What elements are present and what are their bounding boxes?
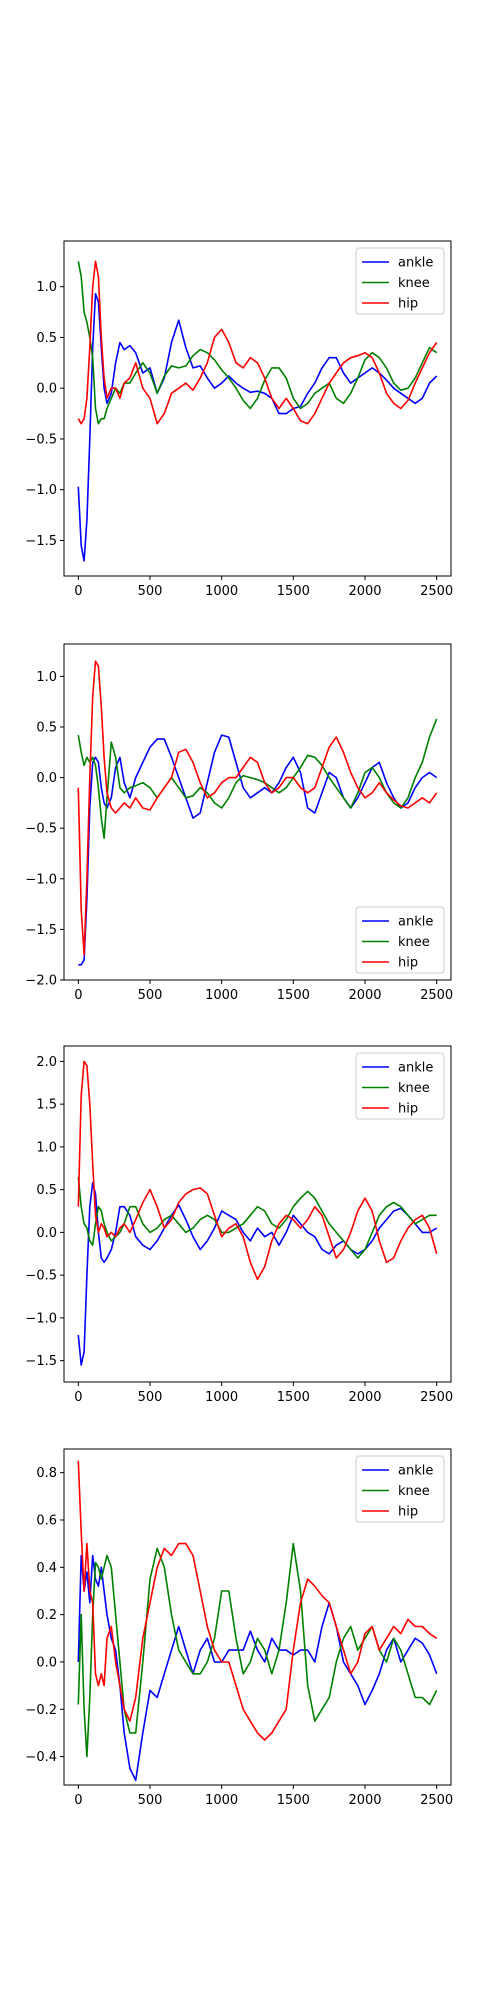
legend: ankle knee hip: [355, 1455, 445, 1523]
series-line-ankle: [77, 1554, 438, 1782]
x-tick-label: 500: [138, 1793, 163, 1808]
legend-box: [355, 906, 445, 974]
y-tick-label: 0.6: [36, 1513, 57, 1528]
y-tick-label: 0.5: [36, 720, 57, 735]
x-tick-label: 0: [74, 988, 82, 1003]
legend-label-knee: knee: [398, 935, 430, 950]
series-line-knee: [77, 261, 438, 425]
legend-label-hip: hip: [398, 1102, 418, 1117]
y-tick-label: 0.8: [36, 1466, 57, 1481]
x-tick-label: 500: [138, 584, 163, 599]
y-tick-label: −0.5: [25, 432, 57, 447]
y-tick-label: 0.4: [36, 1561, 57, 1576]
x-tick-label: 1000: [205, 1390, 238, 1405]
legend-label-ankle: ankle: [398, 1061, 433, 1076]
y-tick-label: 0.0: [36, 382, 57, 397]
chart-panel-1: 0 500 1000 1500 2000 2500 −1.5 −1.0 −0.5 0.0 0.5 1.…: [25, 240, 453, 599]
x-tick-label: 2000: [348, 584, 381, 599]
y-tick-label: 1.0: [36, 670, 57, 685]
series-line-knee: [77, 1542, 438, 1758]
y-tick-label: −1.5: [25, 923, 57, 938]
x-tick-label: 1500: [277, 988, 310, 1003]
chart-panel-4: 0 500 1000 1500 2000 2500 −0.4 −0.2 0.0 0.2 0.4 0.6…: [25, 1448, 453, 1808]
axes-frame: [63, 643, 452, 981]
y-tick-label: 0.2: [36, 1608, 57, 1623]
x-tick-label: 1500: [277, 584, 310, 599]
y-tick-label: 0.0: [36, 1655, 57, 1670]
legend-label-knee: knee: [398, 1081, 430, 1096]
x-tick-label: 1500: [277, 1390, 310, 1405]
y-tick-label: −0.5: [25, 1269, 57, 1284]
x-tick-label: 2500: [420, 1390, 453, 1405]
y-tick-label: −0.5: [25, 822, 57, 837]
legend-label-ankle: ankle: [398, 1464, 433, 1479]
x-tick-label: 0: [74, 1390, 82, 1405]
legend-box: [355, 1455, 445, 1523]
x-tick-label: 2000: [348, 1390, 381, 1405]
chart-panel-2: 0 500 1000 1500 2000 2500 −2.0 −1.5 −1.0 −0.5 0.0 0…: [25, 643, 453, 1003]
y-tick-label: −1.0: [25, 483, 57, 498]
legend-label-hip: hip: [398, 297, 418, 312]
y-tick-label: 2.0: [36, 1055, 57, 1070]
y-tick-label: −1.0: [25, 872, 57, 887]
legend: ankle knee hip: [355, 247, 445, 315]
series-line-hip: [77, 1060, 438, 1281]
chart-panel-3: 0 500 1000 1500 2000 2500 −1.5 −1.0 −0.5 0.0 0.5 1.…: [25, 1045, 453, 1405]
series-line-hip: [77, 1460, 438, 1741]
x-tick-label: 1000: [205, 1793, 238, 1808]
x-tick-label: 2000: [348, 988, 381, 1003]
y-tick-label: 0.5: [36, 1183, 57, 1198]
series-line-hip: [77, 260, 438, 425]
x-tick-label: 500: [138, 988, 163, 1003]
legend: ankle knee hip: [355, 1052, 445, 1120]
x-tick-label: 2000: [348, 1793, 381, 1808]
y-tick-label: 1.5: [36, 1098, 57, 1113]
series-line-hip: [77, 660, 438, 956]
y-tick-label: −1.5: [25, 534, 57, 549]
legend-label-hip: hip: [398, 956, 418, 971]
series-line-ankle: [77, 292, 438, 562]
x-tick-label: 2500: [420, 1793, 453, 1808]
series-line-knee: [77, 718, 438, 840]
legend-label-hip: hip: [398, 1505, 418, 1520]
legend-label-knee: knee: [398, 1484, 430, 1499]
axes-frame: [63, 240, 452, 577]
legend-label-knee: knee: [398, 276, 430, 291]
x-tick-label: 500: [138, 1390, 163, 1405]
legend-label-ankle: ankle: [398, 915, 433, 930]
x-tick-label: 2500: [420, 988, 453, 1003]
legend-label-ankle: ankle: [398, 256, 433, 271]
y-tick-label: −0.4: [25, 1750, 57, 1765]
x-tick-label: 0: [74, 1793, 82, 1808]
x-tick-label: 2500: [420, 584, 453, 599]
y-tick-label: −2.0: [25, 974, 57, 989]
axes-frame: [63, 1448, 452, 1786]
legend: ankle knee hip: [355, 906, 445, 974]
y-tick-label: 1.0: [36, 1140, 57, 1155]
x-tick-label: 1000: [205, 988, 238, 1003]
y-tick-label: −1.0: [25, 1311, 57, 1326]
y-tick-label: −0.2: [25, 1703, 57, 1718]
series-line-knee: [77, 1176, 437, 1259]
legend-box: [355, 247, 445, 315]
x-tick-label: 1500: [277, 1793, 310, 1808]
y-tick-label: 0.0: [36, 771, 57, 786]
series-line-ankle: [77, 1182, 438, 1366]
x-tick-label: 0: [74, 584, 82, 599]
legend-box: [355, 1052, 445, 1120]
y-tick-label: −1.5: [25, 1354, 57, 1369]
x-tick-label: 1000: [205, 584, 238, 599]
y-tick-label: 0.0: [36, 1226, 57, 1241]
y-tick-label: 0.5: [36, 331, 57, 346]
y-tick-label: 1.0: [36, 280, 57, 295]
axes-frame: [63, 1045, 452, 1383]
